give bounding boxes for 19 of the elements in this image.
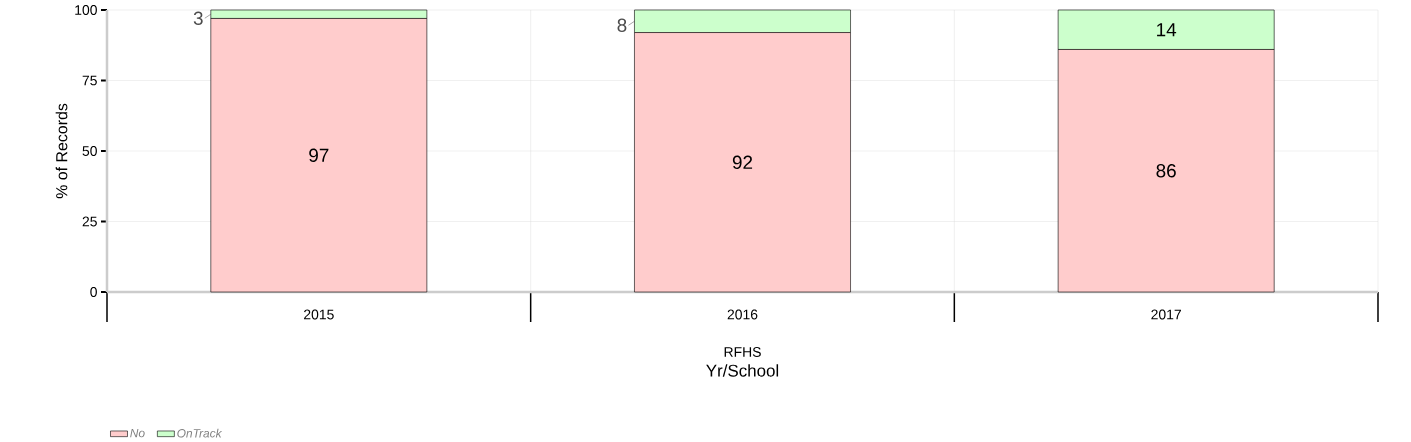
y-axis-title: % of Records	[55, 103, 68, 199]
data-label: 14	[1157, 23, 1177, 37]
legend-label: No	[130, 428, 145, 438]
legend-label: OnTrack	[177, 428, 223, 438]
data-label: 86	[1156, 164, 1176, 178]
data-label: 92	[732, 155, 753, 169]
x-tick-label: 2017	[1151, 309, 1181, 320]
y-tick-label: 100	[75, 5, 97, 15]
data-label: 8	[617, 18, 627, 32]
data-label: 97	[309, 148, 329, 162]
y-tick-label: 0	[90, 287, 97, 297]
x-tick-label: 2015	[304, 309, 334, 320]
x-tick-label: 2016	[727, 309, 758, 320]
x-axis-title: Yr/School	[706, 364, 779, 377]
y-tick-label: 75	[82, 75, 97, 86]
y-tick-label: 25	[82, 216, 97, 227]
data-label: 3	[193, 11, 203, 25]
text: RFHS	[724, 347, 761, 357]
y-tick-label: 50	[82, 146, 97, 156]
